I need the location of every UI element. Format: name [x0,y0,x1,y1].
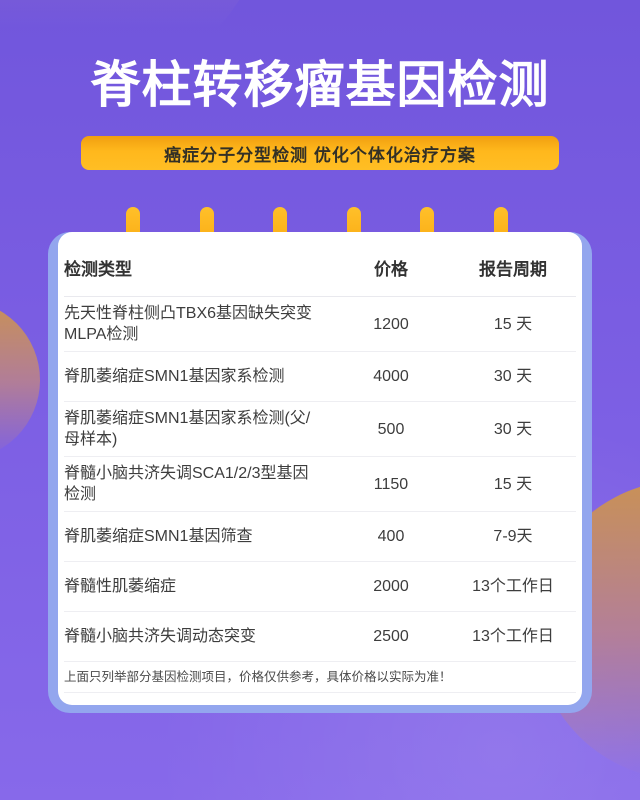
table-header-row: 检测类型 价格 报告周期 [64,232,576,297]
cell-period: 30 天 [493,420,533,438]
cell-type: 脊髓性肌萎缩症 [64,578,177,595]
cell-type: 脊肌萎缩症SMN1基因家系检测(父/母样本) [64,410,311,448]
cell-type: 脊髓小脑共济失调SCA1/2/3型基因检测 [64,465,309,503]
cell-period: 15 天 [493,315,533,333]
cell-type: 脊肌萎缩症SMN1基因筛查 [64,528,253,545]
cell-period: 30 天 [493,368,533,385]
col-header-type: 检测类型 [64,260,132,279]
price-table-card: 检测类型 价格 报告周期 先天性脊柱侧凸TBX6基因缺失突变MLPA检测 1200… [58,232,582,705]
cell-price: 400 [377,528,405,545]
cell-period: 13个工作日 [472,578,554,595]
table-row: 脊髓小脑共济失调SCA1/2/3型基因检测 1150 15 天 [64,457,576,512]
table-footnote: 上面只列举部分基因检测项目，价格仅供参考，具体价格以实际为准！ [64,662,576,693]
subtitle-text: 癌症分子分型检测 优化个体化治疗方案 [164,145,476,165]
decor-circle-left [0,300,40,460]
table-row: 脊肌萎缩症SMN1基因家系检测 4000 30 天 [64,352,576,402]
table-row: 脊髓性肌萎缩症 2000 13个工作日 [64,562,576,612]
cell-price: 2000 [373,578,409,595]
cell-price: 4000 [373,368,409,385]
subtitle-banner: 癌症分子分型检测 优化个体化治疗方案 [81,136,559,170]
table-row: 脊肌萎缩症SMN1基因家系检测(父/母样本) 500 30 天 [64,402,576,457]
cell-price: 2500 [373,628,409,645]
table-body: 先天性脊柱侧凸TBX6基因缺失突变MLPA检测 1200 15 天脊肌萎缩症SMN1… [64,297,576,662]
table-row: 脊肌萎缩症SMN1基因筛查 400 7-9天 [64,512,576,562]
cell-type: 先天性脊柱侧凸TBX6基因缺失突变MLPA检测 [64,305,313,343]
table-row: 先天性脊柱侧凸TBX6基因缺失突变MLPA检测 1200 15 天 [64,297,576,352]
cell-type: 脊肌萎缩症SMN1基因家系检测 [64,368,285,385]
page-title: 脊柱转移瘤基因检测 [90,57,550,113]
col-header-price: 价格 [374,260,408,279]
cell-period: 13个工作日 [472,628,554,645]
cell-price: 500 [377,420,405,438]
cell-type: 脊髓小脑共济失调动态突变 [64,628,257,645]
cell-period: 7-9天 [493,528,533,545]
cell-period: 15 天 [493,475,533,493]
col-header-period: 报告周期 [479,260,547,279]
notepad-panel: 检测类型 价格 报告周期 先天性脊柱侧凸TBX6基因缺失突变MLPA检测 1200… [48,207,592,713]
table-row: 脊髓小脑共济失调动态突变 2500 13个工作日 [64,612,576,662]
cell-price: 1200 [373,315,409,333]
cell-price: 1150 [373,475,409,493]
